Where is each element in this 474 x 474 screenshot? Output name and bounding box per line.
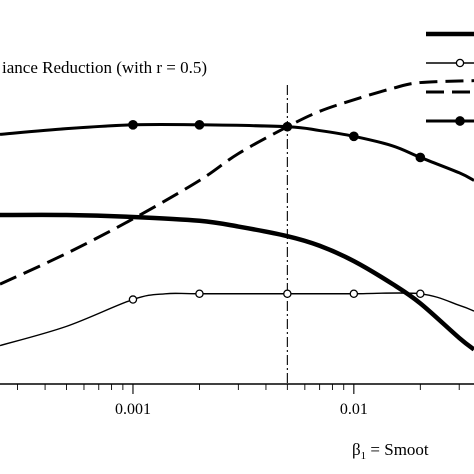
series-2-point-5 xyxy=(416,289,425,299)
series-2-point-4 xyxy=(349,289,359,299)
x-axis-label-text: = Smoot xyxy=(366,440,429,459)
x-axis-label-symbol: β xyxy=(352,440,361,459)
series-2-point-3 xyxy=(283,289,292,299)
series-3-line xyxy=(0,79,474,286)
x-axis-label: β1 = Smoot xyxy=(352,440,429,462)
series-2-line xyxy=(0,292,474,347)
series-4-point-3 xyxy=(282,121,293,132)
chart-title: iance Reduction (with r = 0.5) xyxy=(2,58,207,77)
x-axis-label-subscript: 1 xyxy=(361,450,367,462)
series-1-line xyxy=(0,212,474,352)
series-2-point-2 xyxy=(195,289,204,299)
x-tick-label-1: 0.001 xyxy=(115,401,151,418)
series-4-point-4 xyxy=(348,131,359,142)
series-2-point-1 xyxy=(128,295,138,304)
series-4-point-1 xyxy=(128,119,138,130)
series-4-point-2 xyxy=(194,119,205,130)
x-tick-label-2: 0.01 xyxy=(340,401,368,418)
legend-marker-2 xyxy=(455,58,465,68)
series-4-line xyxy=(0,122,474,182)
legend-marker-4 xyxy=(455,116,465,126)
series-4-point-5 xyxy=(415,152,426,163)
